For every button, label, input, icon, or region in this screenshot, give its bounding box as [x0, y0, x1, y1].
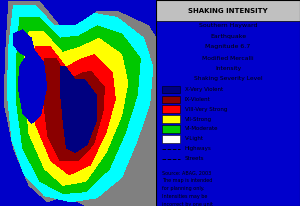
Text: VII-Strong: VII-Strong [185, 117, 212, 122]
Text: The map is intended: The map is intended [162, 178, 212, 183]
Text: Magnitude 6.7: Magnitude 6.7 [206, 44, 250, 49]
Text: Modified Mercalli: Modified Mercalli [202, 56, 254, 61]
Text: X-Very Violent: X-Very Violent [185, 87, 223, 92]
Text: for planning only.: for planning only. [162, 186, 204, 191]
Text: Earthquake: Earthquake [210, 34, 246, 39]
Bar [162, 86, 181, 93]
Text: Intensities may be: Intensities may be [162, 194, 207, 199]
Bar [162, 115, 181, 123]
Text: VIII-Very Strong: VIII-Very Strong [185, 107, 227, 112]
Text: V-Light: V-Light [185, 136, 204, 141]
Text: Shaking Severity Level: Shaking Severity Level [194, 76, 262, 81]
Text: Southern Hayward: Southern Hayward [199, 23, 257, 28]
Bar [162, 105, 181, 113]
Text: Streets: Streets [185, 156, 204, 161]
Text: Source: ABAG, 2003: Source: ABAG, 2003 [162, 171, 211, 176]
Bar [162, 135, 181, 143]
Text: incorrect by one unit: incorrect by one unit [162, 202, 213, 206]
FancyBboxPatch shape [156, 0, 300, 21]
Text: SHAKING INTENSITY: SHAKING INTENSITY [188, 8, 268, 14]
Text: Intensity: Intensity [215, 66, 241, 71]
Bar [162, 125, 181, 133]
Bar [162, 96, 181, 103]
Text: IX-Violent: IX-Violent [185, 97, 211, 102]
Text: VI-Moderate: VI-Moderate [185, 126, 218, 131]
Text: Highways: Highways [185, 146, 212, 151]
